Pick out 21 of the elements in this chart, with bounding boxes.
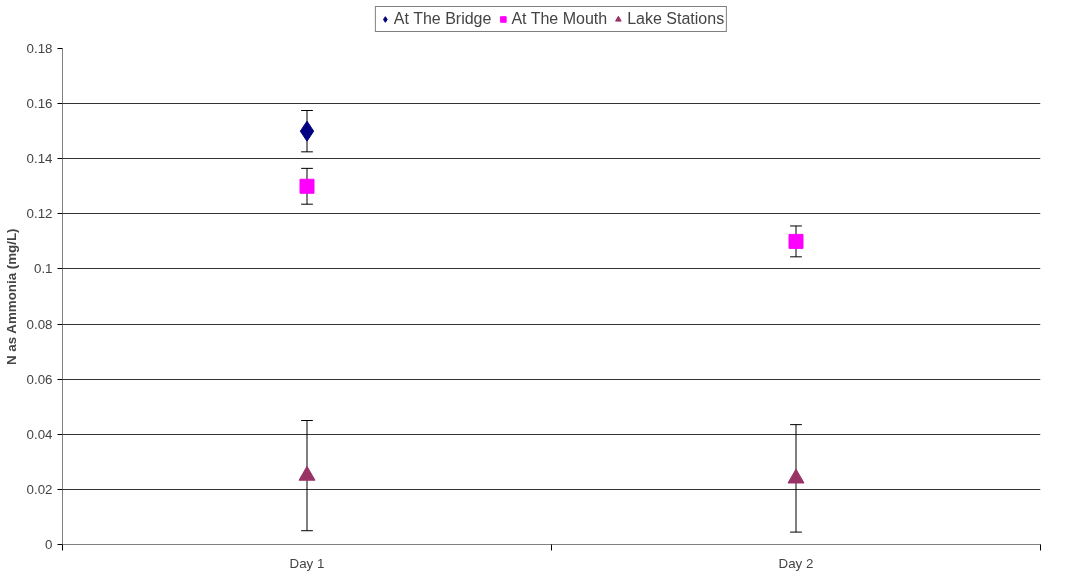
point: [299, 120, 315, 142]
y-axis-title: N as Ammonia (mg/L): [3, 228, 19, 365]
x-tick-label: Day 2: [778, 555, 814, 571]
y-tick-label: 0: [45, 537, 53, 552]
y-tick-label: 0.1: [33, 261, 53, 277]
y-tick-label: 0.18: [26, 41, 53, 56]
point: [787, 468, 805, 484]
point: [788, 233, 804, 249]
y-tick-label: 0.16: [26, 96, 53, 112]
y-tick-label: 0.06: [26, 371, 53, 387]
y-tick-label: 0.14: [26, 151, 54, 167]
point: [299, 178, 315, 194]
y-tick-label: 0.02: [26, 481, 53, 497]
y-tick-label: 0.12: [26, 206, 53, 222]
legend-label: At The Bridge: [393, 10, 492, 28]
legend-label: Lake Stations: [627, 10, 725, 28]
point: [298, 465, 316, 481]
y-tick-label: 0.04: [26, 426, 54, 442]
x-tick-label: Day 1: [289, 555, 325, 571]
legend-label: At The Mouth: [511, 10, 608, 28]
y-tick-label: 0.08: [26, 316, 53, 332]
